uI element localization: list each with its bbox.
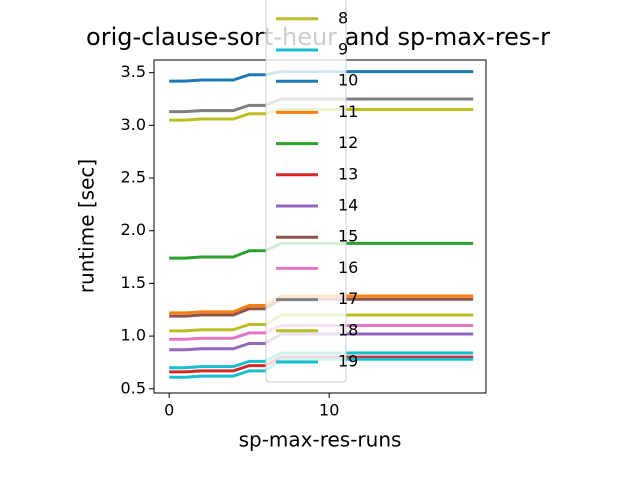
legend-label: 9	[338, 40, 348, 59]
x-tick-label: 10	[319, 401, 339, 420]
legend-label: 17	[338, 289, 358, 308]
y-tick-label: 1.0	[121, 326, 146, 345]
legend-label: 8	[338, 8, 348, 27]
legend-label: 19	[338, 352, 358, 371]
legend-box	[265, 0, 347, 383]
legend-label: 14	[338, 196, 358, 215]
legend-label: 15	[338, 227, 358, 246]
legend-label: 13	[338, 164, 358, 183]
legend-label: 10	[338, 71, 358, 90]
y-tick-label: 2.0	[121, 220, 146, 239]
y-tick-label: 3.0	[121, 115, 146, 134]
legend-label: 12	[338, 133, 358, 152]
y-tick-label: 3.5	[121, 62, 146, 81]
y-tick-label: 0.5	[121, 378, 146, 397]
legend-label: 11	[338, 102, 358, 121]
x-axis-label: sp-max-res-runs	[239, 428, 402, 452]
y-axis-label: runtime [sec]	[75, 159, 99, 293]
y-tick-label: 1.5	[121, 273, 146, 292]
x-tick-label: 0	[164, 401, 174, 420]
legend-label: 18	[338, 320, 358, 339]
y-tick-label: 2.5	[121, 168, 146, 187]
legend-label: 16	[338, 258, 358, 277]
